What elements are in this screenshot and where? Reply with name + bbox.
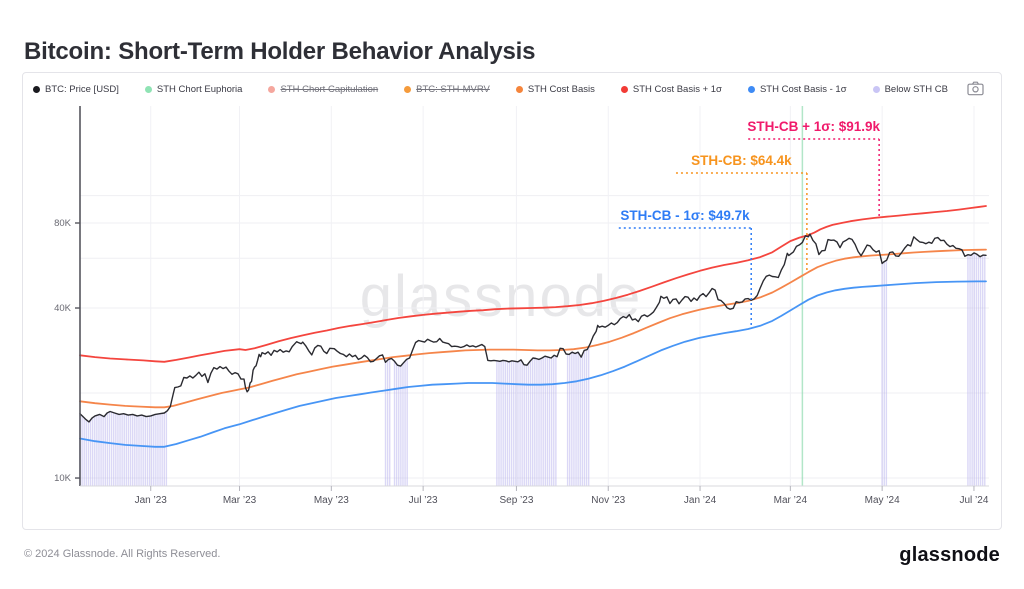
series-line-sth-cost-basis xyxy=(79,248,987,409)
legend-item-sth-chort-capitulation[interactable]: STH Chort Capitulation xyxy=(268,84,378,95)
below-sth-cb-bands xyxy=(79,253,986,486)
legend-item-sth-cost-basis[interactable]: STH Cost Basis xyxy=(515,83,595,95)
series-line-btc-price-usd xyxy=(79,233,987,423)
x-tick-label: Jul ’23 xyxy=(409,495,438,506)
legend-item-sth-cost-basis-1[interactable]: STH Cost Basis - 1σ xyxy=(747,83,847,95)
screenshot-button[interactable] xyxy=(965,81,987,99)
series-line-sth-cost-basis-1 xyxy=(79,205,987,363)
annotation-label: STH-CB - 1σ: $49.7k xyxy=(620,208,750,223)
footer-copyright: © 2024 Glassnode. All Rights Reserved. xyxy=(24,548,221,560)
annotation-sth-cost-basis-1: STH-CB + 1σ: $91.9k xyxy=(747,119,880,218)
legend-item-sth-chort-euphoria[interactable]: STH Chort Euphoria xyxy=(144,83,243,95)
x-tick-label: Sep ’23 xyxy=(499,495,533,506)
legend-label: STH Cost Basis xyxy=(527,83,595,95)
chart-plot-area[interactable]: glassnode 10K 40K 80K Jan ’23 Mar ’23 May ’23 J… xyxy=(23,73,1003,531)
legend-label: STH Chort Capitulation xyxy=(280,83,379,95)
chart-card: BTC: Price [USD] STH Chort Euphoria STH Ch… xyxy=(22,72,1002,530)
legend-label: BTC: STH-MVRV xyxy=(416,83,490,95)
legend-dot xyxy=(872,85,880,93)
y-tick-label: 10K xyxy=(54,473,72,484)
watermark: glassnode xyxy=(360,264,642,329)
legend-label: STH Chort Euphoria xyxy=(156,83,243,95)
x-tick-label: May ’24 xyxy=(865,495,900,506)
chart-legend: BTC: Price [USD] STH Chort Euphoria STH Ch… xyxy=(33,81,948,97)
x-tick-label: Mar ’24 xyxy=(774,495,808,506)
x-tick-label: Jul ’24 xyxy=(959,495,988,506)
legend-item-below-sth-cb[interactable]: Below STH CB xyxy=(872,83,948,95)
axes: 10K 40K 80K Jan ’23 Mar ’23 May ’23 Jul ’23 Sep… xyxy=(54,106,989,506)
legend-item-sth-cost-basis-1[interactable]: STH Cost Basis + 1σ xyxy=(620,83,722,95)
x-tick-label: Jan ’24 xyxy=(684,495,717,506)
y-tick-label: 40K xyxy=(54,303,72,314)
series-line-sth-cost-basis-1 xyxy=(79,280,987,448)
legend-label: STH Cost Basis - 1σ xyxy=(759,83,847,95)
camera-icon xyxy=(967,81,984,96)
x-tick-label: May ’23 xyxy=(314,495,349,506)
legend-item-btc-price-usd[interactable]: BTC: Price [USD] xyxy=(33,84,119,95)
annotation-sth-cost-basis-1: STH-CB - 1σ: $49.7k xyxy=(618,208,752,329)
glassnode-logo: glassnode xyxy=(899,544,1000,566)
legend-label: Below STH CB xyxy=(884,83,948,95)
annotation-label: STH-CB + 1σ: $91.9k xyxy=(747,119,880,134)
legend-dot xyxy=(747,85,755,93)
legend-dot xyxy=(404,85,412,93)
legend-dot xyxy=(620,85,628,93)
legend-label: STH Cost Basis + 1σ xyxy=(632,83,722,95)
legend-label: BTC: Price [USD] xyxy=(45,83,119,95)
annotation-sth-cost-basis: STH-CB: $64.4k xyxy=(675,153,808,273)
y-tick-label: 80K xyxy=(54,218,72,229)
annotation-label: STH-CB: $64.4k xyxy=(691,153,792,168)
x-tick-label: Mar ’23 xyxy=(223,495,257,506)
legend-item-btc-sth-mvrv[interactable]: BTC: STH-MVRV xyxy=(404,84,490,95)
x-tick-label: Jan ’23 xyxy=(135,495,168,506)
legend-dot xyxy=(33,85,40,93)
chart-svg: glassnode 10K 40K 80K Jan ’23 Mar ’23 May ’23 J… xyxy=(54,106,989,506)
legend-dot xyxy=(515,85,523,93)
page-title: Bitcoin: Short-Term Holder Behavior Anal… xyxy=(24,38,536,66)
x-tick-label: Nov ’23 xyxy=(591,495,625,506)
legend-dot xyxy=(144,85,152,93)
legend-dot xyxy=(268,85,276,93)
